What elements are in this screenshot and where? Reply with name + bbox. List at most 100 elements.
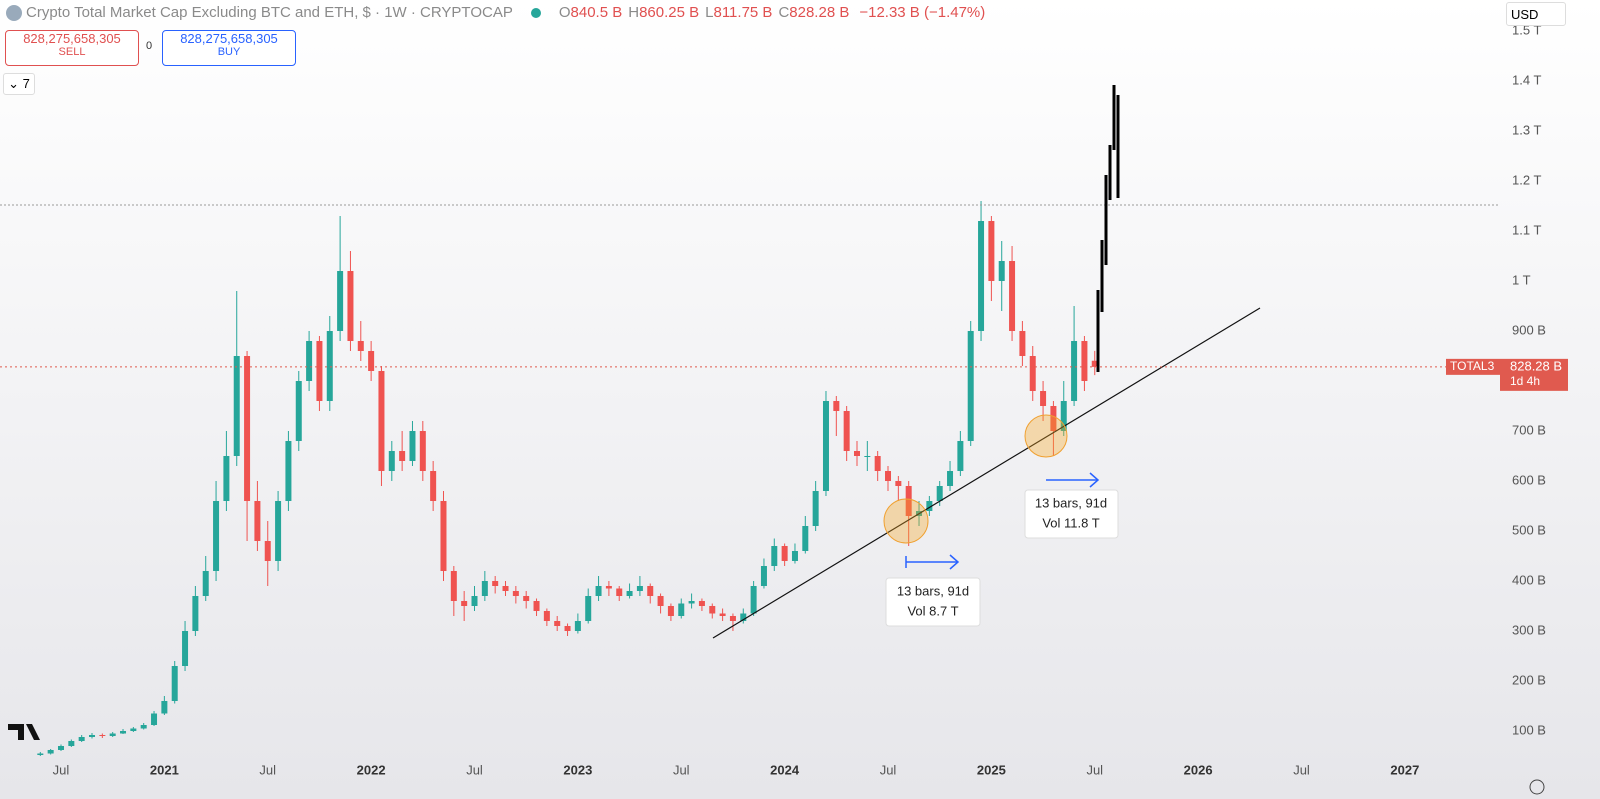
- candle-body: [595, 586, 602, 596]
- candle-body: [791, 551, 798, 561]
- symbol-logo: [6, 4, 22, 21]
- price-tag: [1446, 358, 1500, 375]
- candle-body: [130, 728, 137, 731]
- candle-body: [99, 735, 106, 736]
- candle-body: [926, 501, 933, 511]
- candle-body: [688, 601, 695, 604]
- sell-button[interactable]: 828,275,658,305 SELL: [5, 30, 139, 66]
- ohlc-value: 811.75 B: [713, 4, 773, 21]
- candle-body: [771, 546, 778, 566]
- candle-body: [89, 735, 96, 737]
- candle-body: [843, 411, 850, 451]
- range-arrow: [905, 472, 1100, 570]
- candle-body: [998, 261, 1005, 281]
- candle-body: [378, 371, 385, 471]
- candle-body: [388, 451, 395, 471]
- candle-body: [605, 586, 612, 589]
- candle-body: [481, 581, 488, 596]
- candle-body: [533, 601, 540, 611]
- ohlc: O 840.5 B H 860.25 B L 811.75 B C 828.28 B: [559, 4, 856, 21]
- x-tick-label: Jul: [466, 762, 483, 777]
- y-tick-label: 1.5 T: [1512, 22, 1541, 37]
- settings-icon[interactable]: [1529, 779, 1545, 795]
- candle-body: [947, 471, 954, 486]
- candles: [37, 201, 1098, 756]
- candle-body: [616, 588, 623, 596]
- candle-body: [1009, 261, 1016, 331]
- buy-button[interactable]: 828,275,658,305 BUY: [162, 30, 296, 66]
- candle-body: [657, 596, 664, 606]
- ohlc-value: 860.25 B: [639, 4, 700, 21]
- candle-body: [109, 733, 116, 736]
- candle-body: [347, 271, 354, 341]
- candle-body: [316, 341, 323, 401]
- candle-body: [833, 401, 840, 411]
- candle-body: [430, 471, 437, 501]
- y-tick-label: 1.1 T: [1512, 222, 1541, 237]
- candle-body: [399, 451, 406, 461]
- y-tick-label: 900 B: [1512, 322, 1546, 337]
- candle-body: [585, 596, 592, 621]
- y-tick-label: 1 T: [1512, 272, 1531, 287]
- candle-body: [471, 596, 478, 606]
- candle-body: [1071, 341, 1078, 401]
- currency-select[interactable]: USD: [1506, 2, 1566, 26]
- x-tick-label: Jul: [259, 762, 276, 777]
- ohlc-key: H: [628, 4, 640, 21]
- candle-body: [957, 441, 964, 471]
- candle-body: [874, 456, 881, 471]
- candle-body: [760, 566, 767, 586]
- indicator-toggle[interactable]: ⌄ 7: [3, 73, 35, 95]
- candle-body: [285, 441, 292, 501]
- sell-label: SELL: [58, 46, 86, 58]
- candle-body: [709, 606, 716, 614]
- candle-body: [729, 616, 736, 621]
- candle-body: [202, 571, 209, 596]
- candle-body: [337, 271, 344, 331]
- candle-body: [936, 486, 943, 501]
- symbol-title: Crypto Total Market Cap Excluding BTC an…: [26, 4, 513, 21]
- ohlc-key: C: [778, 4, 790, 21]
- candle-body: [967, 331, 974, 441]
- indicator-count: 7: [22, 76, 30, 91]
- change: −12.33 B (−1.47%): [859, 4, 986, 21]
- candle-body: [409, 431, 416, 461]
- candle-body: [502, 586, 509, 591]
- candle-body: [812, 491, 819, 526]
- candle-body: [161, 701, 168, 714]
- candle-body: [978, 221, 985, 331]
- sell-price: 828,275,658,305: [23, 31, 121, 46]
- legend: Crypto Total Market Cap Excluding BTC an…: [6, 4, 991, 21]
- candle-body: [781, 546, 788, 561]
- x-tick-label: 2023: [563, 762, 592, 777]
- candle-body: [254, 501, 261, 541]
- tooltip-bars: 13 bars, 91d: [1035, 495, 1107, 510]
- candle-body: [1040, 391, 1047, 406]
- candle-body: [47, 750, 54, 754]
- candle-body: [140, 725, 147, 729]
- candle-body: [223, 456, 230, 501]
- candle-body: [1050, 406, 1057, 431]
- candle-body: [368, 351, 375, 371]
- highlight: [883, 498, 929, 544]
- x-tick-label: Jul: [53, 762, 70, 777]
- candle-body: [357, 341, 364, 351]
- candle-body: [698, 601, 705, 606]
- candle-body: [1029, 356, 1036, 391]
- candle-body: [213, 501, 220, 571]
- candle-body: [275, 501, 282, 561]
- candle-body: [68, 741, 75, 746]
- candle-body: [885, 471, 892, 481]
- candle-body: [450, 571, 457, 601]
- tooltip-bars: 13 bars, 91d: [897, 583, 969, 598]
- candle-body: [988, 221, 995, 281]
- ohlc-key: O: [558, 4, 571, 21]
- y-tick-label: 500 B: [1512, 522, 1546, 537]
- y-tick-label: 300 B: [1512, 622, 1546, 637]
- candle-body: [626, 591, 633, 596]
- y-tick-label: 400 B: [1512, 572, 1546, 587]
- candle-body: [244, 356, 251, 501]
- buy-price: 828,275,658,305: [180, 31, 278, 46]
